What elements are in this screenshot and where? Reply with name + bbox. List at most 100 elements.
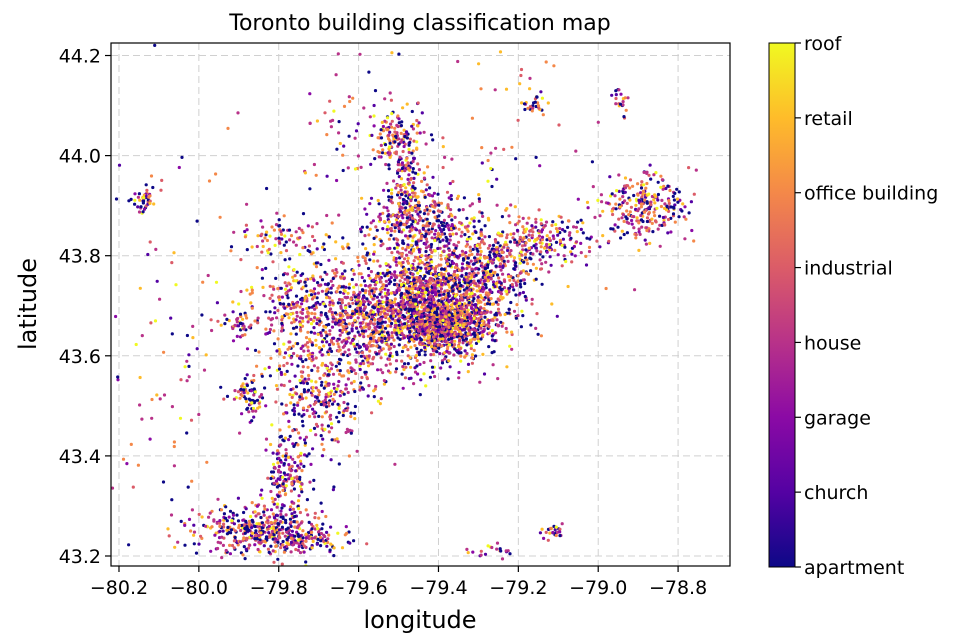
data-point — [400, 230, 404, 234]
data-point — [251, 520, 255, 524]
data-point — [414, 209, 418, 213]
data-point — [418, 269, 422, 273]
data-point — [458, 287, 462, 291]
data-point — [478, 256, 482, 260]
data-point — [453, 326, 457, 331]
data-point — [475, 243, 479, 248]
data-point — [482, 372, 487, 376]
data-point — [317, 346, 321, 350]
data-point — [584, 263, 589, 267]
data-point — [470, 353, 474, 357]
data-point — [486, 246, 490, 250]
data-point — [535, 249, 539, 253]
data-point — [519, 250, 523, 254]
data-point — [380, 339, 384, 343]
data-point — [342, 400, 346, 405]
data-point — [539, 250, 543, 254]
data-point — [283, 534, 287, 538]
data-point — [407, 143, 411, 147]
data-point — [327, 309, 331, 313]
data-point — [386, 313, 390, 317]
data-point — [514, 293, 518, 297]
data-point — [286, 455, 290, 459]
data-point — [465, 351, 469, 356]
data-point — [352, 272, 356, 276]
data-point — [262, 294, 266, 298]
data-point — [314, 343, 318, 347]
data-point — [464, 244, 468, 248]
data-point — [392, 223, 397, 227]
data-point — [481, 265, 485, 269]
data-point — [312, 364, 316, 368]
data-point — [467, 301, 471, 305]
data-point — [260, 276, 264, 280]
data-point — [525, 221, 529, 225]
data-point — [486, 263, 490, 267]
data-point — [433, 342, 437, 346]
data-point — [537, 229, 542, 233]
data-point — [419, 378, 423, 382]
data-point — [337, 297, 342, 302]
data-point — [454, 246, 458, 250]
data-point — [381, 320, 385, 324]
data-point — [327, 352, 331, 357]
data-point — [353, 334, 357, 338]
data-point — [344, 324, 348, 329]
data-point — [441, 238, 445, 242]
data-point — [390, 331, 394, 335]
data-point — [367, 326, 372, 330]
data-point — [397, 137, 401, 141]
data-point — [438, 246, 442, 250]
data-point — [224, 505, 228, 509]
data-point — [484, 291, 489, 295]
data-point — [405, 209, 409, 213]
data-point — [393, 297, 397, 301]
data-point — [431, 175, 435, 179]
data-point — [581, 231, 585, 235]
data-point — [372, 312, 377, 317]
data-point — [569, 236, 573, 240]
data-point — [389, 98, 393, 102]
data-point — [544, 260, 548, 264]
data-point — [415, 140, 419, 144]
data-point — [354, 371, 358, 376]
data-point — [419, 216, 423, 220]
data-point — [551, 234, 555, 238]
data-point — [327, 533, 331, 537]
data-point — [275, 387, 279, 391]
data-point — [257, 540, 261, 544]
data-point — [402, 367, 406, 372]
data-point — [443, 282, 447, 286]
data-point — [292, 412, 296, 417]
data-point — [288, 508, 292, 512]
data-point — [401, 346, 405, 350]
data-point — [349, 297, 353, 301]
data-point — [377, 299, 381, 303]
data-point — [426, 308, 430, 312]
data-point — [409, 243, 413, 247]
data-point — [339, 316, 343, 320]
data-point — [497, 276, 501, 280]
data-point — [405, 245, 409, 249]
data-point — [296, 479, 300, 483]
data-point — [307, 373, 311, 378]
data-point — [307, 520, 311, 525]
data-point — [297, 507, 301, 511]
data-point — [447, 325, 451, 329]
data-point — [306, 349, 310, 353]
data-point — [215, 521, 219, 525]
data-point — [379, 136, 384, 140]
data-point — [319, 311, 323, 315]
data-point — [397, 214, 401, 219]
data-point — [304, 336, 309, 340]
data-point — [428, 193, 432, 198]
data-point — [509, 300, 513, 305]
data-point — [374, 225, 378, 229]
data-point — [449, 276, 453, 280]
data-point — [380, 333, 384, 337]
data-point — [277, 528, 282, 532]
data-point — [454, 282, 458, 286]
data-point — [466, 362, 471, 366]
data-point — [444, 339, 448, 343]
data-point — [523, 294, 527, 299]
